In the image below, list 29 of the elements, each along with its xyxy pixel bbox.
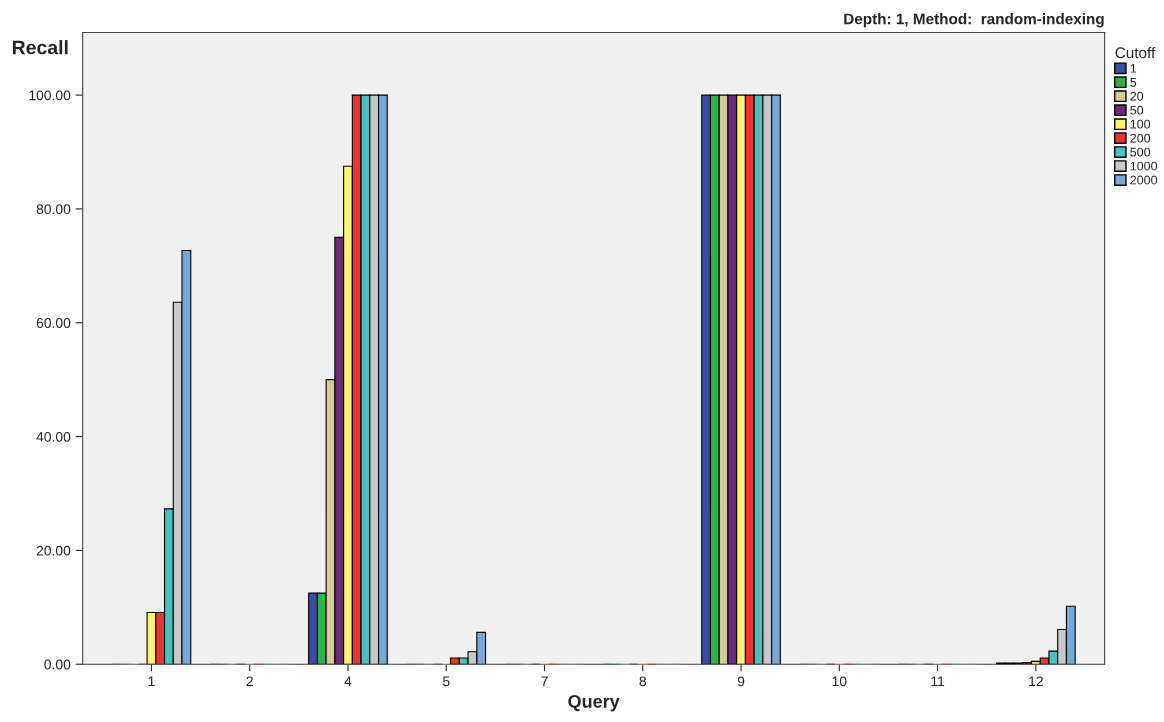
- x-tick-label: 2: [246, 676, 253, 687]
- legend-label: 20: [1130, 91, 1144, 101]
- legend-label: 5: [1130, 77, 1137, 87]
- x-tick-label: 9: [737, 676, 745, 687]
- y-tick-label: 100.00: [29, 90, 71, 101]
- legend-label: 2000: [1130, 175, 1158, 185]
- x-tick-label: 11: [931, 676, 945, 687]
- legend-label: 50: [1130, 105, 1144, 115]
- x-tick-label: 8: [639, 676, 647, 687]
- x-tick-label: 10: [832, 676, 847, 687]
- y-axis-title: Recall: [12, 40, 68, 55]
- x-tick-label: 4: [344, 676, 352, 687]
- legend-label: 100: [1130, 119, 1151, 129]
- y-tick-label: 0.00: [44, 659, 71, 670]
- y-tick-label: 80.00: [36, 204, 71, 215]
- y-tick-label: 20.00: [36, 545, 71, 556]
- x-tick-label: 5: [442, 676, 450, 687]
- legend-label: 500: [1130, 147, 1151, 157]
- x-tick-label: 1: [148, 676, 155, 687]
- x-tick-label: 7: [541, 676, 548, 687]
- y-tick-label: 40.00: [36, 431, 71, 442]
- legend-label: 1000: [1130, 161, 1158, 171]
- chart-title: Depth: 1, Method: random-indexing: [844, 13, 1104, 28]
- legend-label: 1: [1130, 63, 1137, 73]
- legend-label: 200: [1130, 133, 1151, 143]
- x-axis-title: Query: [568, 695, 620, 712]
- legend-title: Cutoff: [1115, 46, 1156, 59]
- x-tick-label: 12: [1029, 676, 1043, 687]
- y-tick-label: 60.00: [36, 318, 71, 328]
